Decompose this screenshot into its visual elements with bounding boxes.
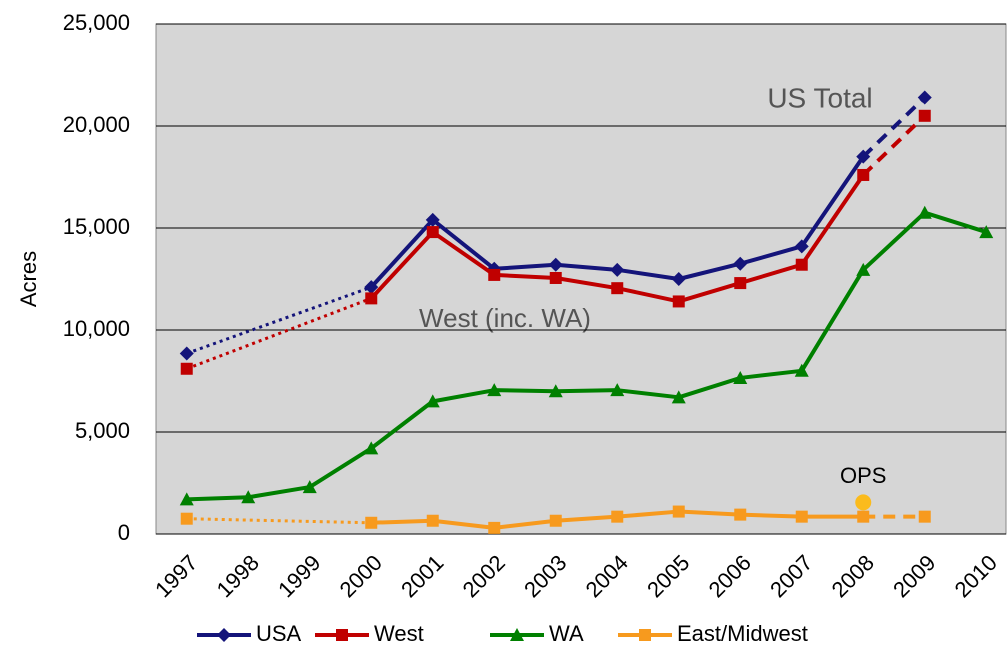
x-tick-label: 2007: [765, 550, 817, 602]
y-tick-label: 25,000: [63, 10, 130, 35]
projected-line: [861, 95, 927, 159]
plot-area: [155, 23, 1007, 535]
gap-connector: [186, 296, 372, 371]
x-tick-label: 2005: [642, 550, 694, 602]
marker: [610, 262, 625, 277]
ops-point: [855, 494, 872, 511]
marker: [548, 384, 563, 398]
marker: [917, 90, 932, 105]
marker: [241, 490, 256, 504]
marker: [979, 225, 994, 239]
marker: [426, 226, 439, 239]
marker: [426, 514, 439, 527]
x-tick-label: 2003: [519, 550, 571, 602]
marker: [179, 346, 194, 361]
gap-connector: [186, 285, 372, 355]
marker: [336, 629, 348, 641]
annotation: West (inc. WA): [419, 303, 591, 333]
marker: [425, 394, 440, 408]
x-tick-label: 1997: [150, 550, 202, 602]
marker: [364, 441, 379, 455]
marker: [794, 239, 809, 254]
marker: [671, 390, 686, 404]
x-tick-label: 2010: [950, 550, 1002, 602]
marker: [794, 363, 809, 377]
y-tick-label: 10,000: [63, 316, 130, 341]
marker: [795, 258, 808, 271]
marker: [856, 149, 871, 164]
y-tick-label: 0: [118, 520, 130, 545]
marker: [672, 505, 685, 518]
x-tick-label: 2001: [396, 550, 448, 602]
marker: [795, 510, 808, 523]
marker: [549, 514, 562, 527]
marker: [365, 516, 378, 529]
marker: [639, 629, 651, 641]
marker: [217, 628, 231, 642]
x-tick-label: 2004: [581, 550, 633, 602]
marker: [733, 370, 748, 384]
marker: [180, 362, 193, 375]
marker: [734, 277, 747, 290]
marker: [671, 272, 686, 286]
legend-label: WA: [549, 621, 584, 646]
marker: [857, 510, 870, 523]
marker: [302, 480, 317, 494]
gap-connector: [186, 517, 372, 525]
marker: [918, 109, 931, 122]
marker: [610, 383, 625, 397]
marker: [918, 510, 931, 523]
marker: [856, 262, 871, 276]
marker: [510, 628, 524, 641]
y-axis-label: Acres: [16, 251, 41, 307]
marker: [365, 292, 378, 305]
marker: [672, 295, 685, 308]
x-tick-label: 2002: [458, 550, 510, 602]
x-tick-label: 2006: [704, 550, 756, 602]
marker: [734, 508, 747, 521]
x-tick-label: 2008: [827, 550, 879, 602]
marker: [733, 256, 748, 271]
x-tick-label: 1998: [212, 550, 264, 602]
legend-label: USA: [256, 621, 302, 646]
marker: [611, 510, 624, 523]
x-tick-label: 1999: [273, 550, 325, 602]
x-tick-label: 2009: [888, 550, 940, 602]
annotation: OPS: [840, 463, 886, 488]
x-tick-label: 2000: [335, 550, 387, 602]
marker: [548, 257, 563, 272]
marker: [425, 212, 440, 227]
legend-label: East/Midwest: [677, 621, 808, 646]
marker: [917, 205, 932, 219]
projected-line: [861, 114, 927, 177]
marker: [549, 271, 562, 284]
marker: [488, 268, 501, 281]
line: [186, 210, 987, 502]
marker: [364, 280, 379, 295]
marker: [487, 383, 502, 397]
marker: [488, 521, 501, 534]
y-tick-label: 20,000: [63, 112, 130, 137]
marker: [179, 492, 194, 506]
marker: [611, 282, 624, 295]
marker: [857, 168, 870, 181]
legend-label: West: [374, 621, 424, 646]
y-tick-label: 15,000: [63, 214, 130, 239]
annotation: US Total: [767, 82, 872, 113]
marker: [180, 512, 193, 525]
y-tick-label: 5,000: [75, 418, 130, 443]
